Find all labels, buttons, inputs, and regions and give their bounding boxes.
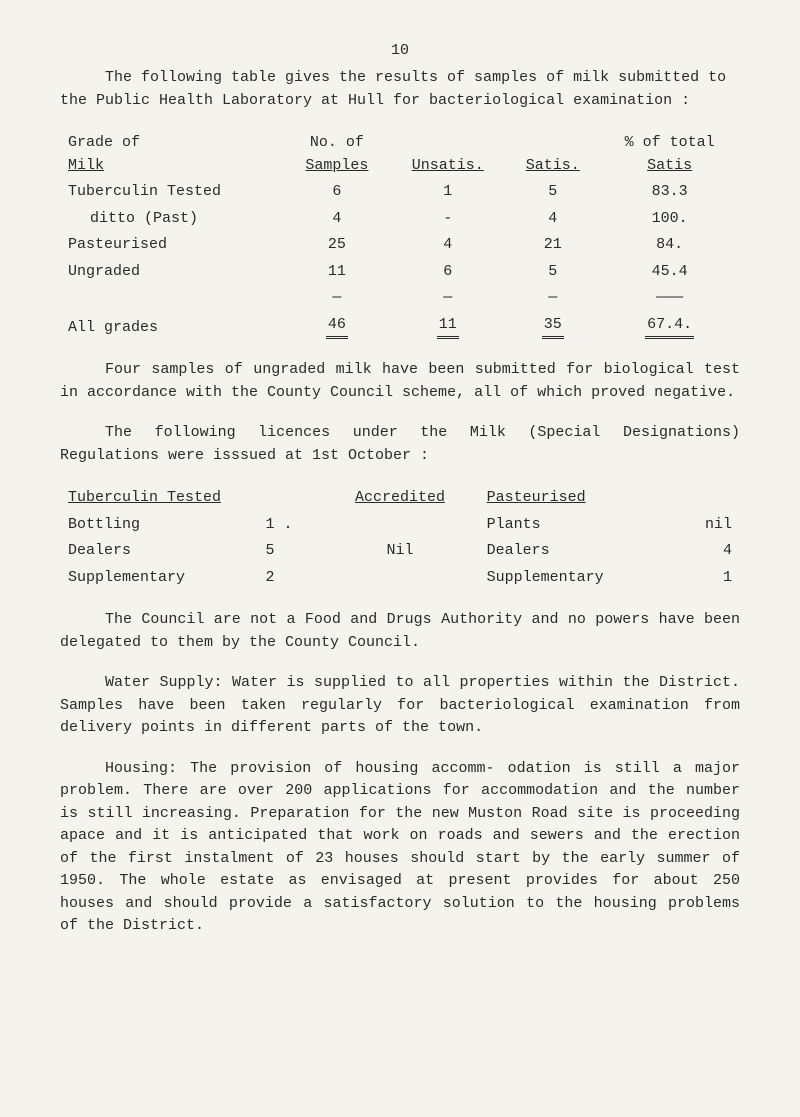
sub-right-val: nil (676, 512, 740, 539)
sub-right-val: 4 (676, 538, 740, 565)
licences-table: Tuberculin Tested Accredited Pasteurised… (60, 485, 740, 591)
paragraph: The following licences under the Milk (S… (60, 422, 740, 467)
sub-left-label: Dealers (60, 538, 257, 565)
cell-label: Pasteurised (60, 232, 284, 259)
cell-unsatis: 11 (437, 314, 459, 340)
sub-header-c: Pasteurised (487, 489, 586, 506)
sub-header-a: Tuberculin Tested (68, 489, 221, 506)
sub-header-b: Accredited (355, 489, 445, 506)
sub-row: Bottling 1 . Nil Plants nil (60, 512, 740, 539)
cell-samples: 11 (284, 259, 389, 286)
results-table: Grade of Milk No. of Samples Unsatis. Sa… (60, 130, 740, 341)
cell-label: All grades (60, 312, 284, 342)
cell-samples: 4 (284, 206, 389, 233)
sub-header-row: Tuberculin Tested Accredited Pasteurised (60, 485, 740, 512)
sub-mid: Nil (321, 512, 478, 592)
sub-left-label: Bottling (60, 512, 257, 539)
table-header-row: Grade of Milk No. of Samples Unsatis. Sa… (60, 130, 740, 179)
cell-satis: 5 (506, 259, 599, 286)
sub-left-val: 5 (257, 538, 321, 565)
total-row: All grades 46 11 35 67.4. (60, 312, 740, 342)
cell-samples: 6 (284, 179, 389, 206)
cell-satis: 21 (506, 232, 599, 259)
cell-pct: 67.4. (645, 314, 694, 340)
cell-pct: 83.3 (599, 179, 740, 206)
cell-unsatis: 6 (389, 259, 506, 286)
sub-left-label: Supplementary (60, 565, 257, 592)
cell-satis: 4 (506, 206, 599, 233)
cell-pct: 84. (599, 232, 740, 259)
paragraph: Housing: The provision of housing accomm… (60, 758, 740, 938)
header-pct: % of total (625, 134, 715, 151)
header-unsatis: Unsatis. (412, 157, 484, 174)
cell-satis: 35 (542, 314, 564, 340)
sub-right-label: Plants (479, 512, 676, 539)
cell-label: ditto (Past) (60, 206, 284, 233)
header-no-of: No. of (310, 134, 364, 151)
cell-samples: 25 (284, 232, 389, 259)
intro-paragraph: The following table gives the results of… (60, 67, 740, 112)
cell-satis: 5 (506, 179, 599, 206)
cell-label: Tuberculin Tested (60, 179, 284, 206)
paragraph: The Council are not a Food and Drugs Aut… (60, 609, 740, 654)
cell-unsatis: - (389, 206, 506, 233)
table-row: Pasteurised 25 4 21 84. (60, 232, 740, 259)
cell-unsatis: 1 (389, 179, 506, 206)
dash-row: — — — ——— (60, 285, 740, 312)
header-satis2: Satis (647, 157, 692, 174)
paragraph: Water Supply: Water is supplied to all p… (60, 672, 740, 740)
header-milk: Milk (68, 157, 104, 174)
header-satis: Satis. (526, 157, 580, 174)
paragraph: Four samples of ungraded milk have been … (60, 359, 740, 404)
cell-pct: 45.4 (599, 259, 740, 286)
table-row: Tuberculin Tested 6 1 5 83.3 (60, 179, 740, 206)
header-grade: Grade of (68, 134, 140, 151)
sub-right-val: 1 (676, 565, 740, 592)
header-samples: Samples (305, 157, 368, 174)
sub-right-label: Dealers (479, 538, 676, 565)
cell-pct: 100. (599, 206, 740, 233)
table-row: ditto (Past) 4 - 4 100. (60, 206, 740, 233)
cell-label: Ungraded (60, 259, 284, 286)
sub-left-val: 1 . (257, 512, 321, 539)
cell-samples: 46 (326, 314, 348, 340)
sub-left-val: 2 (257, 565, 321, 592)
page-number: 10 (60, 40, 740, 63)
cell-unsatis: 4 (389, 232, 506, 259)
table-row: Ungraded 11 6 5 45.4 (60, 259, 740, 286)
sub-right-label: Supplementary (479, 565, 676, 592)
